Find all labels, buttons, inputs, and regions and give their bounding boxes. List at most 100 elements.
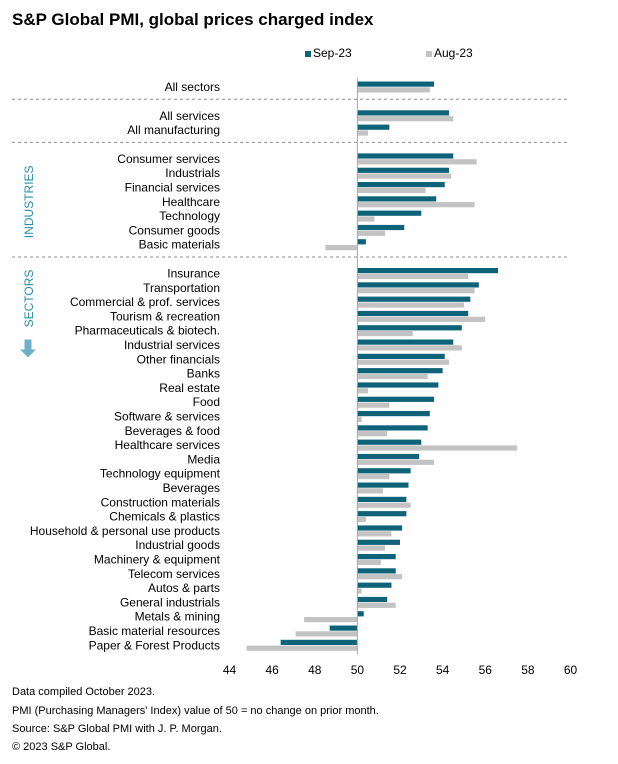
bar-aug-23 <box>325 245 358 251</box>
bar-aug-23 <box>246 645 358 651</box>
bar-aug-23 <box>357 230 386 236</box>
bar-sep-23 <box>357 182 445 188</box>
bar-aug-23 <box>357 431 388 437</box>
legend-label-sep-23: Sep-23 <box>313 46 352 60</box>
legend-swatch-aug-23 <box>426 51 432 57</box>
bar-sep-23 <box>357 496 407 502</box>
bar-sep-23 <box>357 296 471 302</box>
category-label: Basic materials <box>139 238 220 252</box>
bar-aug-23 <box>357 316 486 322</box>
bar-aug-23 <box>357 187 426 193</box>
bar-sep-23 <box>357 167 450 173</box>
bar-sep-23 <box>357 411 430 417</box>
category-label: Technology equipment <box>100 467 221 481</box>
bar-aug-23 <box>357 488 383 494</box>
bar-sep-23 <box>357 396 435 402</box>
x-tick-label: 56 <box>479 663 493 677</box>
category-label: Industrials <box>165 166 220 180</box>
category-label: Media <box>187 452 220 466</box>
category-label: Construction materials <box>101 495 220 509</box>
category-label: Banks <box>187 367 220 381</box>
bar-aug-23 <box>357 288 475 294</box>
category-label: Technology <box>159 209 220 223</box>
category-label: Financial services <box>125 181 220 195</box>
x-tick-label: 52 <box>393 663 407 677</box>
bar-aug-23 <box>357 173 452 179</box>
category-label: Consumer services <box>117 152 220 166</box>
x-tick-label: 50 <box>351 663 365 677</box>
bar-sep-23 <box>357 310 469 317</box>
bar-sep-23 <box>357 282 479 288</box>
bar-sep-23 <box>357 596 388 603</box>
bar-aug-23 <box>357 531 392 537</box>
category-label: Chemicals & plastics <box>109 510 220 524</box>
category-label: Tourism & recreation <box>110 309 220 323</box>
legend-label-aug-23: Aug-23 <box>434 46 473 60</box>
bar-sep-23 <box>357 196 437 202</box>
bar-aug-23 <box>357 202 475 208</box>
bar-aug-23 <box>357 359 450 365</box>
bar-aug-23 <box>357 302 464 308</box>
bar-sep-23 <box>357 239 366 245</box>
bar-aug-23 <box>357 373 428 380</box>
bar-sep-23 <box>357 339 454 345</box>
down-arrow-icon <box>24 339 32 351</box>
bar-aug-23 <box>357 388 369 394</box>
bar-sep-23 <box>357 554 396 560</box>
bar-sep-23 <box>357 525 403 531</box>
bar-sep-23 <box>280 639 358 645</box>
category-label: Healthcare <box>162 195 220 209</box>
footnote-copyright: © 2023 S&P Global. <box>12 741 111 753</box>
category-label: Industrial goods <box>135 538 220 552</box>
bar-sep-23 <box>357 81 435 87</box>
group-label-industries: INDUSTRIES <box>22 165 36 238</box>
bar-sep-23 <box>357 539 400 545</box>
bar-aug-23 <box>357 545 386 551</box>
bar-aug-23 <box>357 159 477 165</box>
bar-aug-23 <box>357 216 375 222</box>
category-label: Industrial services <box>124 338 220 352</box>
category-label: Insurance <box>167 267 220 281</box>
bar-sep-23 <box>357 224 405 231</box>
bar-aug-23 <box>304 617 358 623</box>
bar-sep-23 <box>357 482 409 488</box>
category-label: Pharmaceuticals & biotech. <box>75 324 220 338</box>
category-label: Real estate <box>159 381 220 395</box>
category-label: Machinery & equipment <box>94 553 221 567</box>
category-label: Metals & mining <box>135 610 220 624</box>
bar-sep-23 <box>357 124 390 130</box>
category-label: Food <box>193 395 220 409</box>
bar-sep-23 <box>357 439 422 445</box>
bar-aug-23 <box>295 631 358 637</box>
bar-aug-23 <box>357 602 396 608</box>
category-label: Basic material resources <box>89 624 220 638</box>
bar-aug-23 <box>357 574 403 580</box>
bar-aug-23 <box>357 87 430 93</box>
category-label: Software & services <box>114 410 220 424</box>
bar-sep-23 <box>357 453 420 460</box>
footnote-source: Source: S&P Global PMI with J. P. Morgan… <box>12 723 222 735</box>
bar-sep-23 <box>357 110 450 116</box>
footnote-compiled: Data compiled October 2023. <box>12 686 156 698</box>
category-label: All services <box>159 109 220 123</box>
category-label: General industrials <box>120 595 220 609</box>
bar-aug-23 <box>357 416 362 422</box>
category-label: Beverages <box>163 481 220 495</box>
bar-aug-23 <box>357 331 413 337</box>
category-label: Commercial & prof. services <box>70 295 220 309</box>
bar-aug-23 <box>357 502 411 508</box>
bar-aug-23 <box>357 273 469 279</box>
bar-aug-23 <box>357 516 366 523</box>
category-label: Telecom services <box>128 567 220 581</box>
category-label: Consumer goods <box>129 223 220 237</box>
bar-sep-23 <box>357 382 439 388</box>
x-tick-label: 60 <box>564 663 578 677</box>
bar-aug-23 <box>357 474 390 480</box>
x-tick-label: 48 <box>308 663 322 677</box>
category-label: Autos & parts <box>148 581 220 595</box>
bar-aug-23 <box>357 459 435 465</box>
x-tick-label: 46 <box>265 663 279 677</box>
bar-sep-23 <box>357 468 411 474</box>
bar-sep-23 <box>357 568 396 574</box>
legend-swatch-sep-23 <box>305 51 311 57</box>
